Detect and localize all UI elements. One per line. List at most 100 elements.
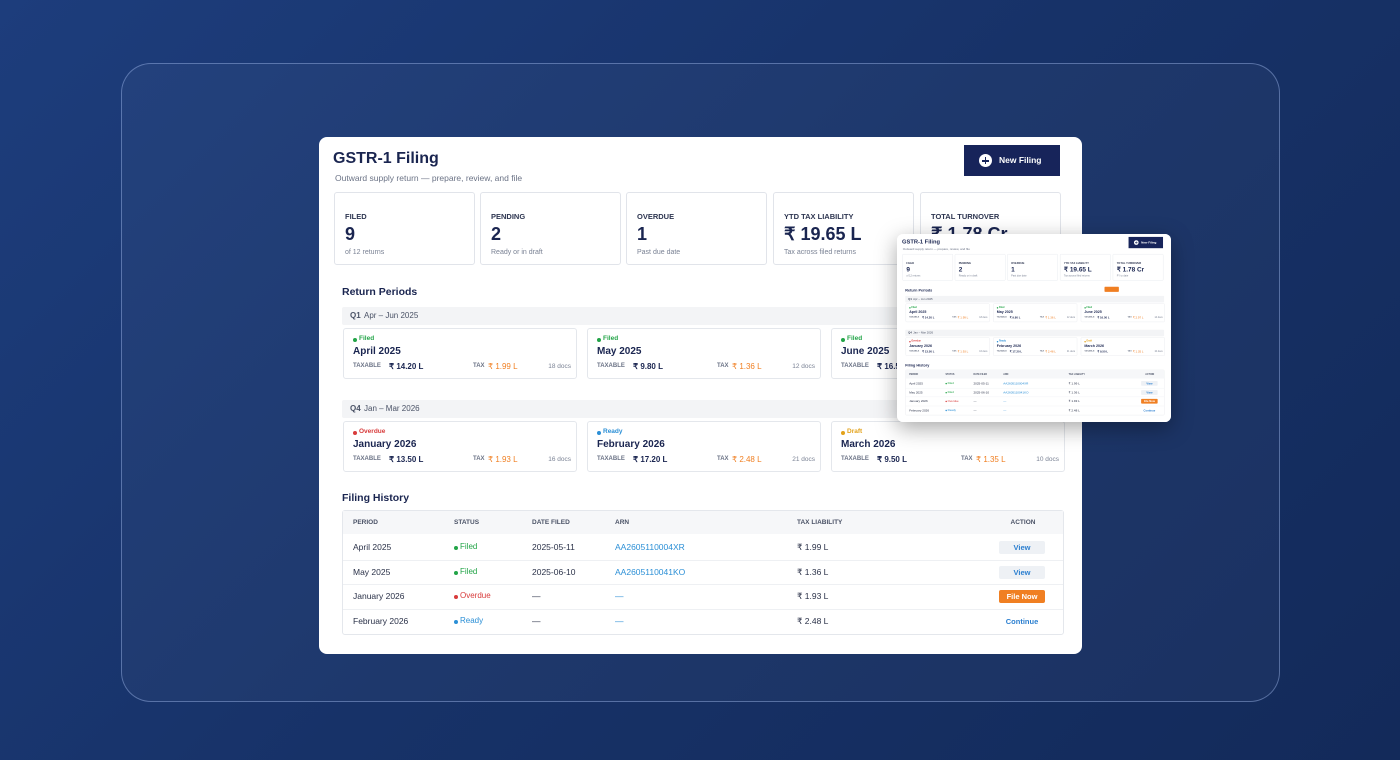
period-cell: May 2025 — [909, 390, 923, 395]
period-status: Overdue — [911, 339, 921, 343]
date-cell: 2025-06-10 — [973, 390, 990, 395]
kpi-value: 2 — [958, 265, 963, 273]
taxable-value: ₹ 17.20 L — [633, 455, 668, 464]
kpi-value: ₹ 19.65 L — [784, 224, 862, 244]
action-button[interactable]: File Now — [999, 590, 1045, 604]
period-card: Draft March 2026 TAXABLE ₹ 9.50 L TAX ₹ 1.35 … — [1080, 337, 1165, 356]
quarter-range: Apr – Jun 2025 — [913, 297, 933, 301]
plus-v — [984, 157, 987, 164]
period-status: Ready — [603, 428, 623, 435]
main-card: GSTR-1 Filing Outward supply return — pre… — [897, 234, 1171, 422]
kpi-card: FILED 9 of 12 returns — [334, 192, 475, 265]
kpi-label: PENDING — [958, 261, 972, 265]
action-button[interactable]: View — [999, 565, 1045, 579]
arn-cell: AA2605110041KO — [615, 566, 686, 577]
tax-label: TAX — [961, 456, 973, 462]
page-title: GSTR-1 Filing — [902, 238, 941, 245]
status-dot — [909, 307, 911, 309]
period-status: Overdue — [359, 428, 386, 435]
status-dot — [597, 338, 601, 342]
status-cell: Ready — [947, 408, 956, 412]
tax-cell: ₹ 1.93 L — [797, 591, 829, 602]
quarter-code: Q4 — [908, 331, 912, 335]
tax-value: ₹ 1.36 L — [732, 362, 762, 371]
action-button[interactable]: View — [1141, 390, 1158, 395]
action-button[interactable]: File Now — [1141, 399, 1158, 404]
page-title: GSTR-1 Filing — [333, 150, 439, 167]
arn-cell: — — [615, 616, 624, 627]
tax-label: TAX — [473, 363, 485, 369]
kpi-value: ₹ 1.78 Cr — [1116, 265, 1145, 273]
period-status: Filed — [603, 335, 619, 342]
taxable-value: ₹ 9.80 L — [633, 362, 663, 371]
doc-count: 12 docs — [792, 363, 815, 370]
taxable-value: ₹ 16.50 L — [1097, 315, 1110, 320]
tax-value: ₹ 2.48 L — [732, 455, 762, 464]
period-name: February 2026 — [597, 439, 665, 450]
tax-cell: ₹ 1.99 L — [1068, 381, 1080, 386]
taxable-value: ₹ 9.80 L — [1009, 315, 1021, 320]
period-status: Filed — [1086, 306, 1092, 309]
quarter-header: Q1 Apr – Jun 2025 — [905, 295, 1165, 303]
doc-count: 21 docs — [1066, 350, 1076, 353]
period-name: June 2025 — [1084, 310, 1102, 315]
column-header: STATUS — [454, 519, 480, 526]
period-name: May 2025 — [996, 310, 1013, 315]
status-dot — [945, 382, 947, 385]
taxable-value: ₹ 14.20 L — [389, 362, 424, 371]
row-divider — [343, 559, 1063, 561]
kpi-value: 9 — [345, 224, 356, 244]
period-card: Overdue January 2026 TAXABLE ₹ 13.50 L TAX ₹ … — [343, 421, 577, 472]
doc-count: 10 docs — [1154, 350, 1163, 353]
column-header: ACTION — [1145, 373, 1155, 376]
arn-cell: AA2605110004XR — [615, 542, 685, 552]
status-dot — [597, 431, 601, 435]
tax-cell: ₹ 1.36 L — [797, 566, 829, 577]
date-cell: — — [532, 616, 541, 627]
quarter-code: Q4 — [350, 404, 361, 413]
kpi-label: YTD TAX LIABILITY — [784, 212, 854, 221]
action-button[interactable]: View — [999, 541, 1045, 554]
taxable-label: TAXABLE — [353, 363, 381, 369]
status-dot — [353, 338, 357, 342]
quarter-header: Q4 Jan – Mar 2026 — [905, 329, 1165, 337]
period-card: Overdue January 2026 TAXABLE ₹ 13.50 L TAX ₹ … — [905, 337, 990, 356]
action-button[interactable]: Continue — [1141, 408, 1158, 413]
period-cell: February 2026 — [909, 408, 930, 413]
taxable-label: TAXABLE — [996, 316, 1007, 319]
taxable-value: ₹ 9.50 L — [1097, 349, 1109, 354]
period-status: Filed — [847, 335, 863, 342]
main-card: GSTR-1 Filing Outward supply return — pre… — [319, 137, 1082, 654]
table-header — [343, 511, 1063, 534]
doc-count: 10 docs — [1036, 456, 1059, 463]
kpi-value: 1 — [1011, 265, 1015, 273]
period-status: Filed — [998, 306, 1005, 309]
tax-cell: ₹ 2.48 L — [797, 616, 829, 627]
tax-cell: ₹ 1.99 L — [797, 542, 829, 552]
doc-count: 12 docs — [1066, 316, 1076, 319]
date-cell: — — [973, 399, 977, 404]
kpi-sub: Past due date — [637, 249, 681, 256]
tax-label: TAX — [717, 456, 729, 462]
tax-cell: ₹ 2.48 L — [1068, 408, 1080, 413]
period-card: Draft March 2026 TAXABLE ₹ 9.50 L TAX ₹ 1.35 … — [831, 421, 1065, 472]
taxable-label: TAXABLE — [353, 456, 381, 462]
new-filing-button[interactable]: New Filing — [1128, 236, 1164, 249]
period-cell: April 2025 — [353, 542, 392, 552]
column-header: TAX LIABILITY — [1068, 373, 1085, 376]
kpi-value: 2 — [491, 224, 502, 244]
kpi-card: YTD TAX LIABILITY ₹ 19.65 L Tax across fil… — [773, 192, 914, 265]
status-dot — [945, 391, 947, 394]
action-button[interactable]: View — [1141, 381, 1158, 386]
kpi-sub: Ready or in draft — [958, 274, 978, 278]
period-cell: May 2025 — [353, 566, 391, 577]
kpi-sub: FY to date — [1116, 274, 1129, 278]
new-filing-button[interactable]: New Filing — [964, 145, 1060, 176]
history-table: PERIOD STATUS DATE FILED ARN TAX LIABILITY AC… — [342, 510, 1064, 635]
tax-label: TAX — [1039, 350, 1045, 353]
action-button[interactable]: Continue — [999, 615, 1045, 629]
status-dot — [454, 570, 458, 575]
kpi-label: TOTAL TURNOVER — [1116, 261, 1142, 265]
kpi-label: OVERDUE — [637, 212, 675, 221]
kpi-label: OVERDUE — [1011, 261, 1025, 265]
